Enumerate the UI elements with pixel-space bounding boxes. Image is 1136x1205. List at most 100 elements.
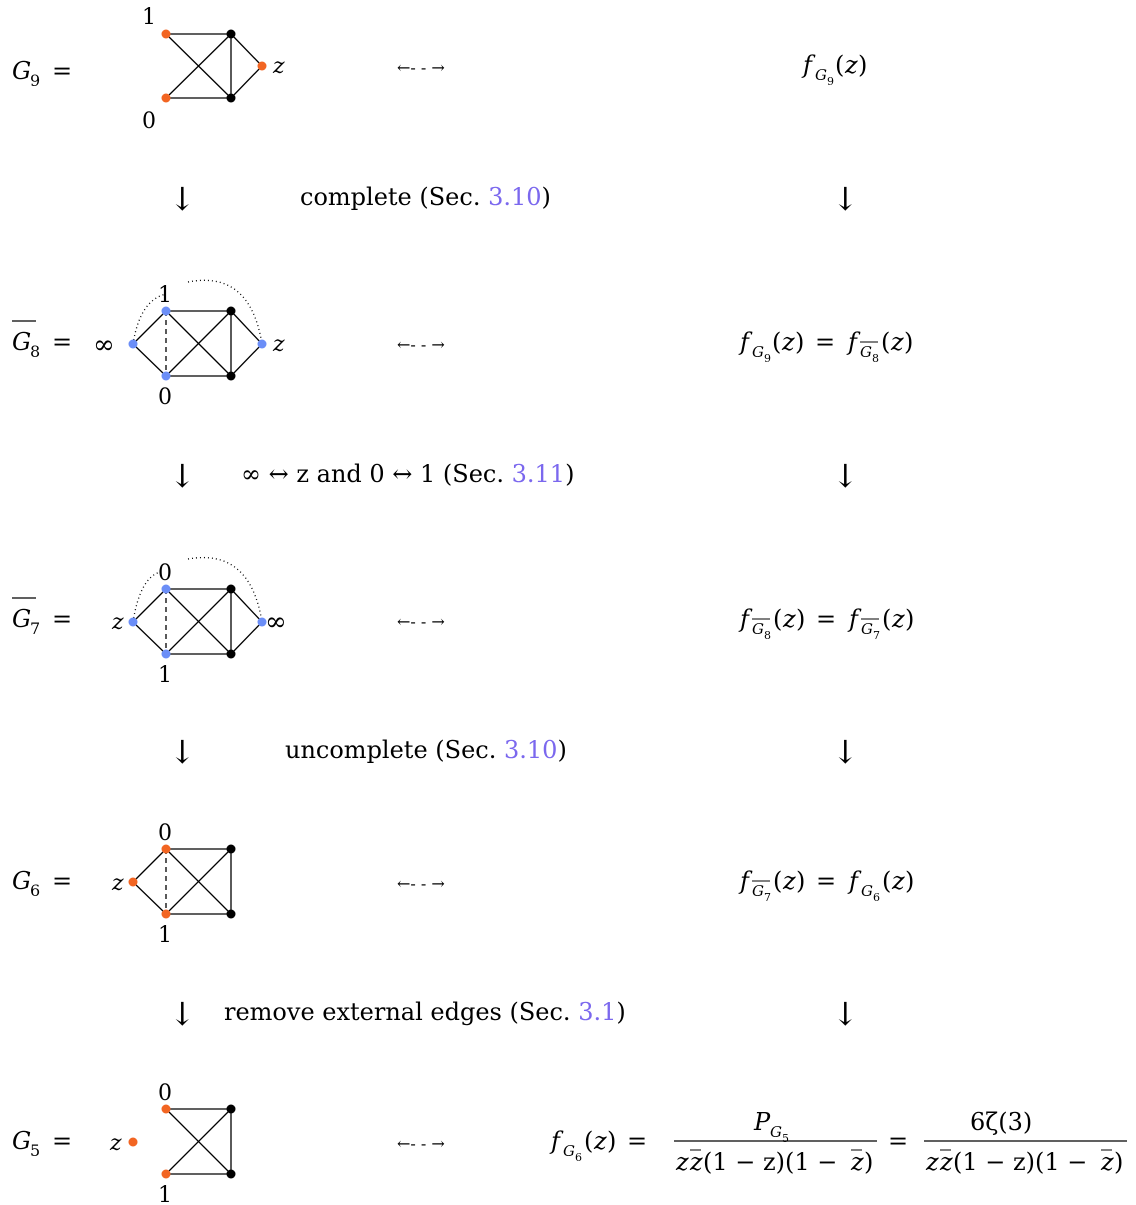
vertex-internal bbox=[226, 844, 236, 854]
svg-text:(: ( bbox=[772, 328, 781, 356]
row-g7bar: G 7 = z 0 1 ∞ ←- - → f bbox=[12, 557, 914, 688]
correspondence-arrow: ←- - → bbox=[397, 335, 445, 354]
svg-text:f: f bbox=[846, 328, 861, 356]
svg-text:(: ( bbox=[773, 867, 782, 895]
row-g8bar: G 8 = ∞ 1 0 z ←- - → f G bbox=[12, 279, 913, 410]
vertex-label-zero: 0 bbox=[158, 561, 172, 586]
label-g8-main: G bbox=[12, 328, 31, 356]
graph-g9 bbox=[165, 33, 263, 99]
svg-text:z: z bbox=[593, 1127, 607, 1155]
svg-text:): ) bbox=[796, 605, 805, 633]
svg-text:): ) bbox=[864, 1148, 873, 1176]
svg-text:z: z bbox=[782, 605, 796, 633]
vertex-internal bbox=[226, 649, 236, 659]
step-uncomplete: ↓ uncomplete (Sec. 3.10) ↓ bbox=[169, 733, 859, 771]
svg-text:f: f bbox=[847, 605, 862, 633]
svg-text:G: G bbox=[861, 620, 873, 638]
svg-text:complete (Sec. 3.10): complete (Sec. 3.10) bbox=[300, 183, 551, 211]
svg-text:G: G bbox=[770, 1123, 782, 1141]
svg-text:8: 8 bbox=[764, 629, 771, 642]
svg-text:G: G bbox=[860, 343, 872, 361]
svg-text:): ) bbox=[1114, 1148, 1123, 1176]
vertex-label-z: z bbox=[272, 54, 285, 79]
rhs-g7bar-eq-g6: f G 7 ( z ) = f G 6 ( z ) bbox=[738, 867, 914, 904]
label-g5-eq: = bbox=[52, 1127, 72, 1155]
svg-text:z: z bbox=[850, 1148, 864, 1176]
label-g5-main: G bbox=[12, 1127, 31, 1155]
section-ref-link[interactable]: 3.1 bbox=[578, 998, 616, 1026]
vertex-label-infinity: ∞ bbox=[265, 607, 287, 637]
vertex-label-infinity: ∞ bbox=[93, 330, 115, 360]
svg-text:6: 6 bbox=[873, 891, 880, 904]
section-ref-link[interactable]: 3.10 bbox=[488, 183, 541, 211]
vertex-z bbox=[257, 61, 267, 71]
svg-text:z: z bbox=[939, 1148, 953, 1176]
graph-g6 bbox=[132, 848, 232, 915]
svg-text:G: G bbox=[861, 882, 873, 900]
label-g7-main: G bbox=[12, 605, 31, 633]
vertex-internal bbox=[226, 1169, 236, 1179]
down-arrow-right: ↓ bbox=[832, 180, 859, 218]
vertex-label-z: z bbox=[111, 610, 124, 635]
step-remove-external: ↓ remove external edges (Sec. 3.1) ↓ bbox=[169, 995, 859, 1033]
down-arrow-right: ↓ bbox=[832, 995, 859, 1033]
step-swap: ↓ ∞ ↔ z and 0 ↔ 1 (Sec. 3.11) ↓ bbox=[169, 457, 859, 495]
down-arrow-left: ↓ bbox=[169, 733, 196, 771]
vertex-one bbox=[161, 306, 171, 316]
svg-text:=: = bbox=[815, 328, 835, 356]
rhs-g8bar-eq-g7bar: f G 8 ( z ) = f G 7 ( z ) bbox=[738, 605, 914, 642]
vertex-one bbox=[161, 649, 171, 659]
svg-text:f: f bbox=[801, 51, 816, 79]
row-g5: G 5 = z 0 1 ←- - → f G 6 ( z ) = P G bbox=[12, 1081, 1127, 1205]
label-g8-eq: = bbox=[52, 328, 72, 356]
svg-text:): ) bbox=[858, 51, 867, 79]
vertex-internal bbox=[226, 93, 236, 103]
svg-text:z: z bbox=[781, 328, 795, 356]
svg-text:5: 5 bbox=[782, 1132, 789, 1145]
graph-g7bar bbox=[132, 557, 263, 655]
vertex-label-zero: 0 bbox=[158, 385, 172, 410]
svg-text:(: ( bbox=[584, 1127, 593, 1155]
svg-text:∞ ↔ z and 0 ↔ 1 (Sec. 3.11): ∞ ↔ z and 0 ↔ 1 (Sec. 3.11) bbox=[241, 460, 574, 488]
section-ref-link[interactable]: 3.11 bbox=[512, 460, 565, 488]
label-g6-main: G bbox=[12, 867, 31, 895]
correspondence-arrow: ←- - → bbox=[397, 612, 445, 631]
graph-g5 bbox=[165, 1108, 232, 1175]
vertex-label-z: z bbox=[109, 1131, 122, 1156]
row-g6: G 6 = z 0 1 ←- - → f G 7 ( z ) bbox=[12, 821, 914, 948]
svg-text:f: f bbox=[738, 867, 753, 895]
down-arrow-left: ↓ bbox=[169, 995, 196, 1033]
numerator-p: P bbox=[753, 1108, 771, 1136]
correspondence-arrow: ←- - → bbox=[397, 58, 445, 77]
denominator: z z (1 − z)(1 − z ) bbox=[925, 1148, 1123, 1176]
svg-text:z: z bbox=[782, 867, 796, 895]
section-ref-link[interactable]: 3.10 bbox=[504, 736, 557, 764]
vertex-label-one: 1 bbox=[158, 283, 172, 308]
step-text: remove external edges (Sec. bbox=[224, 998, 578, 1026]
vertex-internal bbox=[226, 1104, 236, 1114]
svg-text:G: G bbox=[752, 620, 764, 638]
vertex-infinity bbox=[257, 617, 267, 627]
vertex-label-zero: 0 bbox=[142, 109, 156, 134]
svg-text:9: 9 bbox=[827, 75, 834, 88]
vertex-label-one: 1 bbox=[142, 5, 156, 30]
svg-text:(1 − z)(1 −: (1 − z)(1 − bbox=[703, 1148, 837, 1176]
svg-text:=: = bbox=[816, 867, 836, 895]
vertex-zero bbox=[161, 584, 171, 594]
svg-text:(: ( bbox=[882, 605, 891, 633]
down-arrow-left: ↓ bbox=[169, 457, 196, 495]
svg-text:G: G bbox=[752, 343, 764, 361]
vertex-z bbox=[128, 1137, 138, 1147]
down-arrow-left: ↓ bbox=[169, 180, 196, 218]
svg-text:9: 9 bbox=[764, 352, 771, 365]
svg-text:): ) bbox=[905, 867, 914, 895]
vertex-label-z: z bbox=[111, 871, 124, 896]
rhs-g9-eq-g8bar: f G 9 ( z ) = f G 8 ( z ) bbox=[738, 328, 913, 365]
step-text: uncomplete (Sec. bbox=[285, 736, 504, 764]
svg-text:): ) bbox=[905, 605, 914, 633]
svg-text:(1 − z)(1 −: (1 − z)(1 − bbox=[953, 1148, 1087, 1176]
vertex-one bbox=[161, 1169, 171, 1179]
label-g9-main: G bbox=[12, 57, 31, 85]
svg-text:f: f bbox=[738, 605, 753, 633]
